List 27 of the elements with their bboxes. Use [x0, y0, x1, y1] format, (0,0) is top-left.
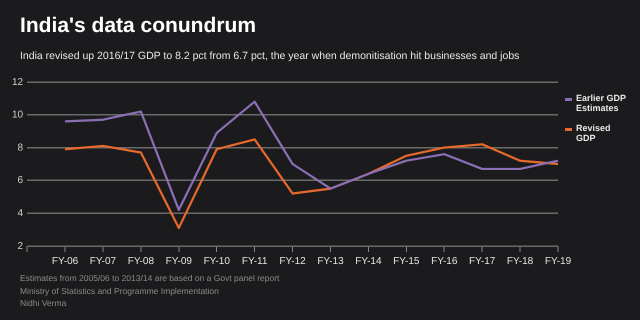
y-tick-label: 4	[18, 208, 24, 219]
x-tick-label: FY-14	[355, 256, 382, 267]
x-tick-label: FY-19	[544, 256, 572, 267]
x-tick-label: FY-06	[52, 256, 79, 267]
legend-label: Revised GDP	[576, 123, 612, 143]
x-tick-label: FY-08	[128, 256, 154, 267]
x-tick-label: FY-11	[242, 256, 268, 267]
x-tick-label: FY-15	[393, 256, 420, 267]
x-tick-label: FY-09	[166, 256, 192, 267]
text: Estimates from 2005/06 to 2013/14 are based on a Govt panel report	[20, 272, 280, 284]
x-tick-label: FY-07	[90, 256, 117, 267]
y-tick-label: 8	[18, 142, 24, 154]
chart-subtitle: India revised up 2016/17 GDP to 8.2 pct from 6.7 pct, the year when demonitisation hit businesses and jobs	[20, 50, 520, 62]
y-tick-label: 2	[18, 240, 24, 252]
x-tick-label: FY-18	[506, 256, 534, 267]
y-tick-label: 10	[12, 110, 24, 121]
x-tick-label: FY-13	[317, 256, 344, 267]
x-tick-label: FY-17	[468, 256, 496, 267]
x-tick-label: FY-10	[204, 256, 230, 267]
text: Nidhi Verma	[20, 297, 68, 310]
y-tick-label: 12	[12, 76, 24, 88]
text: Ministry of Statistics and Programme Implementation	[20, 284, 220, 297]
legend-label: Earlier GDP Estimates	[576, 93, 627, 113]
chart-title: India's data conundrum	[20, 14, 256, 38]
x-tick-label: FY-12	[279, 256, 306, 267]
y-tick-label: 6	[18, 175, 24, 186]
x-tick-label: FY-16	[431, 256, 458, 267]
